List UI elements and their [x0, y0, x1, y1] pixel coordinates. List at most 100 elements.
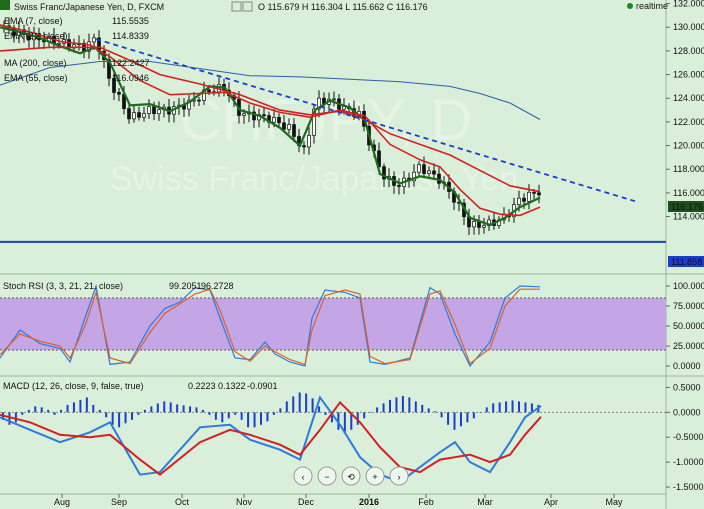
reset-bg[interactable]	[341, 466, 361, 486]
legend-ema55-label[interactable]: EMA (55, close)	[4, 73, 68, 83]
scroll-left-bg[interactable]	[293, 466, 313, 486]
macd-histogram-bar	[485, 407, 488, 413]
macd-histogram-bar	[434, 411, 437, 413]
candle-body	[287, 124, 291, 130]
legend-stoch-k: 99.2051	[169, 281, 202, 291]
zoom-in-bg[interactable]	[365, 466, 385, 486]
scroll-right-icon[interactable]: ›	[398, 472, 401, 482]
reset-icon[interactable]: ⟲	[347, 472, 355, 482]
support-price-tag: 111.858	[668, 256, 704, 267]
macd-histogram-bar	[34, 406, 37, 413]
axis-tick-label: 132.000	[673, 0, 704, 9]
macd-histogram-bar	[376, 407, 379, 413]
trendline	[95, 38, 636, 203]
legend-stoch-label[interactable]: Stoch RSI (3, 3, 21, 21, close)	[3, 281, 123, 291]
macd-histogram-bar	[79, 399, 82, 413]
scroll-left-icon[interactable]: ‹	[302, 472, 305, 482]
macd-histogram-bar	[208, 412, 211, 415]
visibility-icon[interactable]	[231, 1, 242, 12]
legend-ema-mid-label[interactable]: EMA (21, close)	[4, 31, 68, 41]
candle	[142, 106, 146, 122]
reset-button[interactable]: ⟲	[341, 466, 361, 486]
macd-histogram-bar	[498, 402, 501, 413]
time-axis-label: Aug	[54, 497, 70, 507]
zoom-out-button[interactable]: −	[317, 466, 337, 486]
axis-tick-label: 126.000	[673, 70, 704, 80]
axis-tick-label: 122.000	[673, 117, 704, 127]
macd-histogram-bar	[14, 412, 17, 423]
zoom-out-bg[interactable]	[317, 466, 337, 486]
candle	[537, 184, 541, 204]
macd-histogram-bar	[427, 408, 430, 413]
macd-histogram-bar	[21, 412, 24, 415]
zoom-in-icon[interactable]: +	[372, 472, 377, 482]
candle-body	[517, 197, 521, 205]
macd-histogram-bar	[479, 412, 482, 413]
macd-histogram-bar	[511, 400, 514, 413]
series-ema-55-close-	[0, 46, 541, 193]
candle-body	[312, 108, 316, 136]
scroll-left-button[interactable]: ‹	[293, 466, 313, 486]
macd-histogram-bar	[395, 397, 398, 413]
legend-ema-short-value: 115.5535	[112, 16, 149, 26]
time-axis-label: May	[605, 497, 623, 507]
legend-stoch-d: 96.2728	[201, 281, 234, 291]
time-axis-label: Nov	[236, 497, 253, 507]
candle	[252, 105, 256, 128]
macd-histogram-bar	[143, 409, 146, 413]
axis-tick-label: 25.0000	[673, 341, 704, 351]
candle-body	[527, 191, 531, 202]
candle	[197, 96, 201, 106]
scroll-right-bg[interactable]	[389, 466, 409, 486]
candle-body	[57, 43, 61, 45]
time-axis-label: 2016	[359, 497, 379, 507]
chart-title[interactable]: Swiss Franc/Japanese Yen, D, FXCM	[14, 2, 164, 12]
zoom-out-icon[interactable]: −	[324, 472, 329, 482]
settings-icon[interactable]	[242, 1, 253, 12]
candle	[417, 161, 421, 178]
macd-histogram-bar	[150, 406, 153, 413]
macd-histogram-bar	[440, 412, 443, 418]
candle	[302, 141, 306, 155]
macd-histogram-bar	[253, 412, 256, 428]
macd-histogram-bar	[505, 401, 508, 413]
macd-histogram-bar	[285, 401, 288, 413]
zoom-in-button[interactable]: +	[365, 466, 385, 486]
legend-ma200-value: 122.2427	[112, 58, 150, 68]
legend-macd-label[interactable]: MACD (12, 26, close, 9, false, true)	[3, 381, 144, 391]
candle-body	[117, 92, 121, 95]
legend-ma200-label[interactable]: MA (200, close)	[4, 58, 67, 68]
macd-histogram-bar	[343, 412, 346, 434]
stoch-series-d	[0, 288, 540, 366]
stoch-panel	[0, 283, 541, 368]
macd-histogram-bar	[518, 401, 520, 413]
candle-body	[92, 37, 96, 43]
macd-histogram-bar	[453, 412, 456, 430]
scroll-right-button[interactable]: ›	[389, 466, 409, 486]
axis-tick-label: 75.0000	[673, 301, 704, 311]
macd-histogram-bar	[137, 412, 140, 415]
candle	[277, 113, 281, 127]
time-axis-label: Oct	[175, 497, 190, 507]
candle-body	[332, 98, 336, 101]
stoch-band	[0, 298, 666, 350]
axis-tick-label: -1.5000	[673, 482, 704, 492]
last-price-tag: 116.176	[668, 201, 704, 212]
candle-body	[302, 145, 306, 148]
macd-series-signal	[0, 400, 542, 476]
axis-tick-label: 120.000	[673, 141, 704, 151]
macd-histogram-bar	[111, 412, 114, 425]
macd-histogram-bar	[60, 409, 63, 413]
candle-body	[132, 112, 136, 120]
macd-histogram-bar	[131, 412, 133, 420]
candle	[112, 70, 116, 100]
macd-histogram-bar	[472, 412, 475, 419]
candle	[432, 163, 436, 179]
legend-ema-short-label[interactable]: EMA (7, close)	[4, 16, 63, 26]
macd-histogram-bar	[459, 412, 462, 427]
candle-body	[282, 122, 286, 130]
legend-ema-mid-value: 114.8339	[112, 31, 149, 41]
time-axis-label: Sep	[111, 497, 127, 507]
macd-histogram-bar	[92, 404, 95, 413]
